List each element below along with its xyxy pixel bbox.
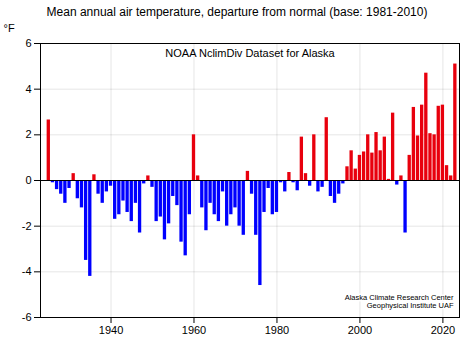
svg-text:2: 2 bbox=[25, 128, 31, 140]
svg-text:0: 0 bbox=[25, 174, 31, 186]
svg-text:1960: 1960 bbox=[182, 324, 206, 336]
svg-text:1980: 1980 bbox=[265, 324, 289, 336]
svg-text:-6: -6 bbox=[22, 311, 32, 323]
svg-text:°F: °F bbox=[4, 22, 15, 34]
svg-text:-4: -4 bbox=[22, 265, 32, 277]
svg-text:NOAA NclimDiv Dataset for Alas: NOAA NclimDiv Dataset for Alaska bbox=[165, 47, 335, 59]
svg-text:1940: 1940 bbox=[99, 324, 123, 336]
svg-text:-2: -2 bbox=[22, 220, 32, 232]
svg-text:2020: 2020 bbox=[431, 324, 455, 336]
svg-text:2000: 2000 bbox=[348, 324, 372, 336]
html-text:Mean annual air temperature, d: Mean annual air temperature, departure f… bbox=[46, 5, 428, 19]
svg-text:Alaska Climate Research Center: Alaska Climate Research CenterGeophysica… bbox=[345, 293, 454, 310]
svg-text:4: 4 bbox=[25, 83, 31, 95]
svg-text:6: 6 bbox=[25, 37, 31, 49]
